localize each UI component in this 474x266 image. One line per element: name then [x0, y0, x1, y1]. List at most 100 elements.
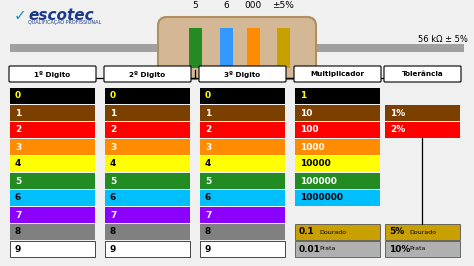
Text: 0.1: 0.1	[299, 227, 315, 236]
Text: 3: 3	[15, 143, 21, 152]
Text: 1000000: 1000000	[300, 193, 343, 202]
Text: 2: 2	[205, 126, 211, 135]
Text: 9: 9	[205, 244, 211, 253]
Bar	[105, 207, 190, 223]
Text: 7: 7	[110, 210, 117, 219]
Text: 10000: 10000	[300, 160, 331, 168]
FancyBboxPatch shape	[104, 66, 191, 82]
Bar	[200, 207, 285, 223]
Bar	[295, 190, 380, 206]
Text: 100: 100	[300, 126, 319, 135]
Text: 0: 0	[110, 92, 116, 101]
Bar	[220, 28, 233, 68]
Bar	[10, 88, 95, 104]
Text: 1º Digito: 1º Digito	[35, 70, 71, 77]
Text: 3º Digito: 3º Digito	[224, 70, 261, 77]
Bar	[105, 105, 190, 121]
Text: 5%: 5%	[389, 227, 404, 236]
Text: Dourado: Dourado	[319, 230, 346, 235]
Text: 6: 6	[15, 193, 21, 202]
FancyBboxPatch shape	[199, 66, 286, 82]
Bar	[10, 156, 95, 172]
Text: Prata: Prata	[409, 247, 425, 251]
Bar	[10, 139, 95, 155]
Bar	[10, 241, 95, 257]
Text: 2%: 2%	[390, 126, 405, 135]
Text: 9: 9	[110, 244, 117, 253]
Text: Tolerância: Tolerância	[401, 71, 443, 77]
Text: 1: 1	[15, 109, 21, 118]
Bar	[295, 173, 380, 189]
Bar	[295, 241, 380, 257]
Text: 5: 5	[110, 177, 116, 185]
Bar	[200, 241, 285, 257]
Text: 2º Digito: 2º Digito	[129, 70, 165, 77]
Bar	[295, 122, 380, 138]
Bar	[105, 190, 190, 206]
Bar	[200, 88, 285, 104]
Bar	[385, 241, 460, 257]
Text: 8: 8	[15, 227, 21, 236]
Text: 1: 1	[300, 92, 306, 101]
FancyBboxPatch shape	[9, 66, 96, 82]
Text: 1000: 1000	[300, 143, 325, 152]
Text: 9: 9	[15, 244, 21, 253]
Text: Multiplicador: Multiplicador	[310, 71, 365, 77]
Bar	[105, 224, 190, 240]
Bar	[10, 105, 95, 121]
Bar	[10, 44, 464, 52]
Bar	[295, 88, 380, 104]
Text: 7: 7	[15, 210, 21, 219]
Bar	[200, 173, 285, 189]
Bar	[200, 105, 285, 121]
Text: 1: 1	[110, 109, 116, 118]
Text: 4: 4	[205, 160, 211, 168]
Bar	[200, 122, 285, 138]
Text: 000: 000	[245, 1, 262, 10]
Bar	[385, 122, 460, 138]
Text: 7: 7	[205, 210, 211, 219]
Text: 5: 5	[192, 1, 199, 10]
Text: 1%: 1%	[390, 109, 405, 118]
Bar	[295, 224, 380, 240]
Bar	[295, 139, 380, 155]
Text: 2: 2	[110, 126, 116, 135]
Bar	[10, 207, 95, 223]
Bar	[105, 122, 190, 138]
Bar	[295, 156, 380, 172]
Text: 8: 8	[205, 227, 211, 236]
FancyBboxPatch shape	[158, 17, 316, 79]
Bar	[10, 190, 95, 206]
Bar	[10, 173, 95, 189]
Bar	[105, 139, 190, 155]
FancyBboxPatch shape	[384, 66, 461, 82]
Text: 0: 0	[15, 92, 21, 101]
Bar	[10, 224, 95, 240]
Text: 100000: 100000	[300, 177, 337, 185]
Bar	[385, 224, 460, 240]
Bar	[200, 139, 285, 155]
Bar	[247, 28, 260, 68]
Bar	[105, 173, 190, 189]
Text: 56 kΩ ± 5%: 56 kΩ ± 5%	[418, 35, 468, 44]
Text: 4: 4	[110, 160, 117, 168]
Text: 0: 0	[205, 92, 211, 101]
Text: 0.01: 0.01	[299, 244, 321, 253]
Text: 10: 10	[300, 109, 312, 118]
Text: 8: 8	[110, 227, 116, 236]
Text: 5: 5	[205, 177, 211, 185]
Bar	[295, 105, 380, 121]
Bar	[105, 156, 190, 172]
Text: ✓: ✓	[14, 8, 27, 23]
Text: 1: 1	[205, 109, 211, 118]
Text: ±5%: ±5%	[273, 1, 294, 10]
Text: 6: 6	[205, 193, 211, 202]
Text: QUALIFICAÇÃO PROFISSIONAL: QUALIFICAÇÃO PROFISSIONAL	[28, 19, 101, 25]
Bar	[200, 224, 285, 240]
Bar	[105, 88, 190, 104]
Text: 10%: 10%	[389, 244, 410, 253]
Text: 6: 6	[224, 1, 229, 10]
Bar	[385, 105, 460, 121]
Text: 3: 3	[110, 143, 116, 152]
FancyBboxPatch shape	[294, 66, 381, 82]
